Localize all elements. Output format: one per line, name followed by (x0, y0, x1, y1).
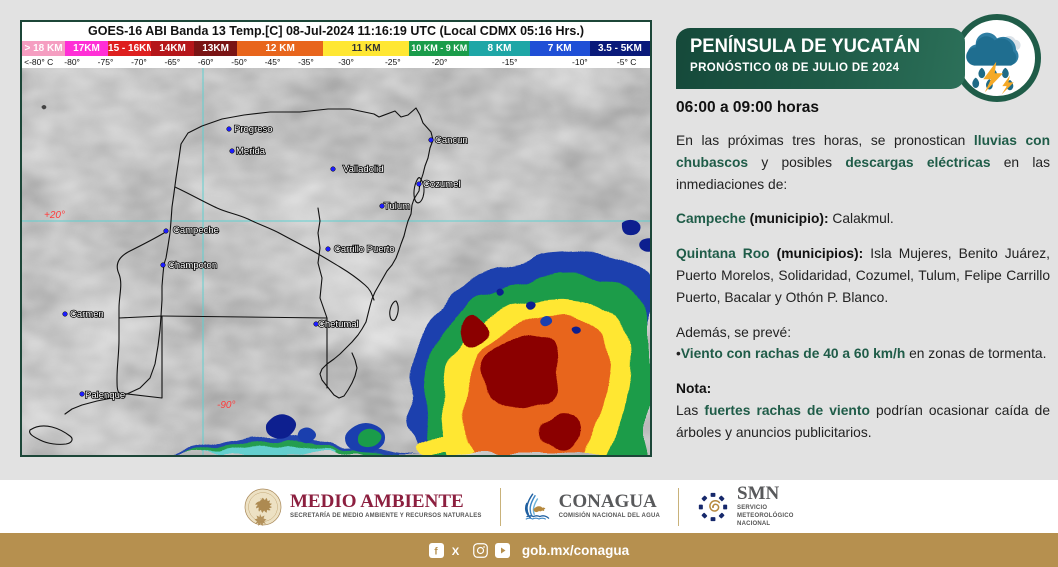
svg-text:Cancun: Cancun (435, 135, 468, 146)
svg-text:Carmen: Carmen (70, 309, 104, 320)
svg-text:X: X (452, 546, 460, 558)
svg-text:+20°: +20° (44, 210, 65, 221)
svg-text:Progreso: Progreso (234, 124, 273, 135)
svg-text:Campeche: Campeche (173, 225, 219, 236)
svg-text:Valladolid: Valladolid (343, 164, 384, 175)
svg-text:Champoton: Champoton (168, 260, 217, 271)
svg-text:Chetumal: Chetumal (318, 319, 359, 330)
svg-text:Palenque: Palenque (85, 390, 125, 401)
svg-text:-90°: -90° (217, 400, 235, 411)
svg-text:Carrillo Puerto: Carrillo Puerto (334, 244, 395, 255)
svg-text:Merida: Merida (236, 146, 266, 157)
svg-text:Cozumel: Cozumel (423, 179, 461, 190)
svg-text:Tulum: Tulum (384, 201, 410, 212)
